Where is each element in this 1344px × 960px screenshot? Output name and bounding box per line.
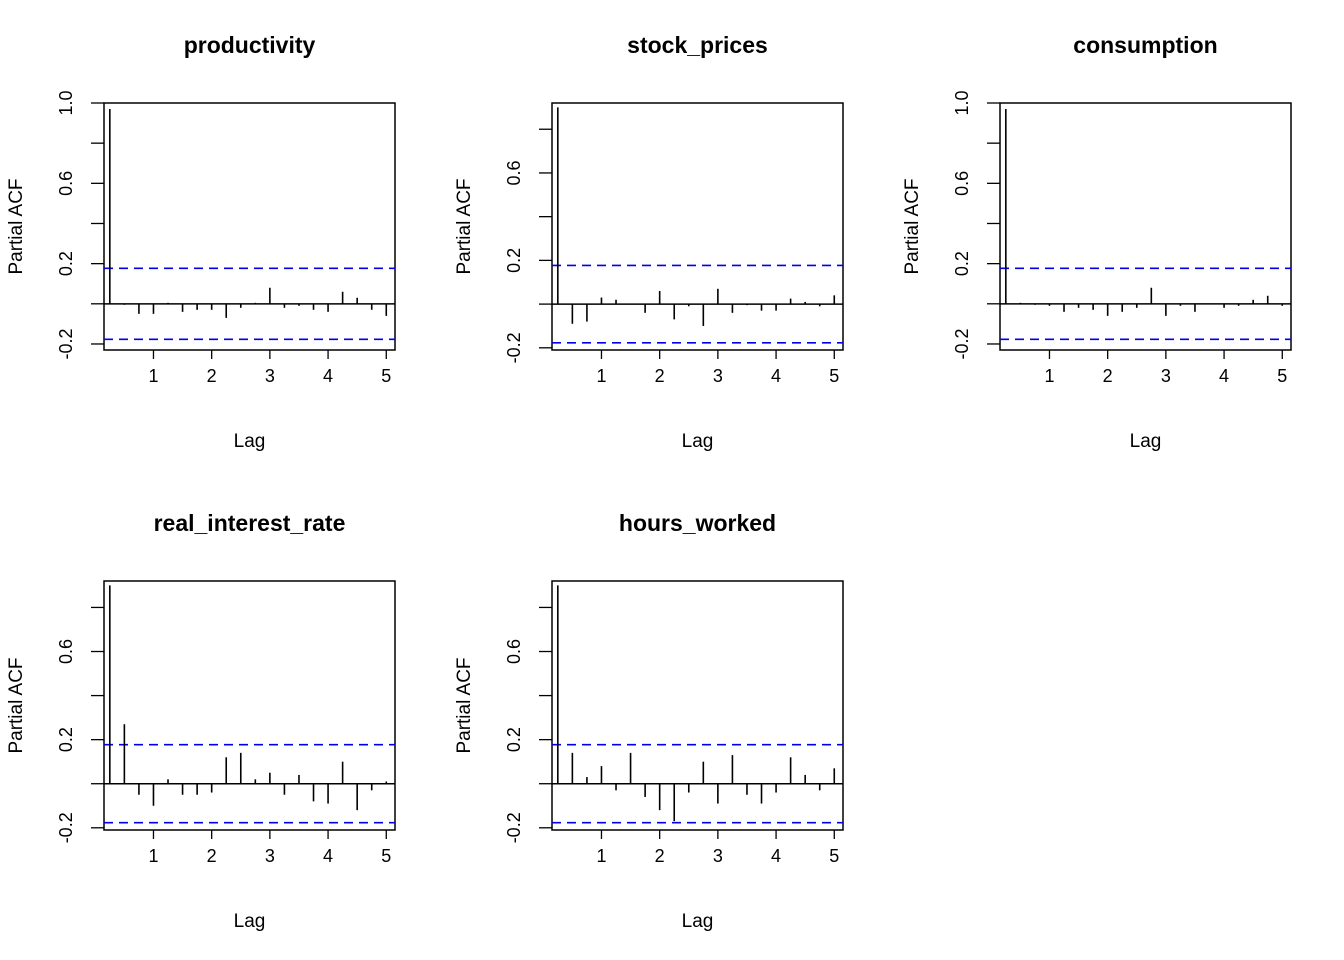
y-tick-label: 0.6 (504, 160, 524, 185)
pacf-panel-hours-worked: hours_worked 1 2 3 4 5 -0.2 0.2 0.6 Lag Partial AC… (454, 510, 844, 932)
pacf-panel-stock-prices: stock_prices 1 2 3 4 5 -0.2 0.2 0.6 Lag Partial AC… (454, 32, 844, 452)
y-tick-label: 0.2 (504, 248, 524, 273)
x-tick-label: 1 (148, 366, 158, 386)
x-axis-label: Lag (682, 911, 714, 932)
x-tick-label: 3 (265, 846, 275, 866)
panel-title: productivity (184, 32, 316, 58)
x-tick-label: 1 (1044, 366, 1054, 386)
x-tick-label: 5 (829, 366, 839, 386)
x-tick-label: 2 (655, 366, 665, 386)
y-tick-label: -0.2 (504, 812, 524, 843)
y-tick-label: -0.2 (504, 332, 524, 363)
y-tick-label: 0.6 (504, 639, 524, 664)
pacf-panel-productivity: productivity 1 2 3 4 5 -0.2 0.2 0.6 1.0 Lag Partial… (6, 32, 396, 452)
x-tick-label: 2 (207, 846, 217, 866)
y-tick-label: -0.2 (56, 328, 76, 359)
x-tick-label: 1 (596, 366, 606, 386)
y-axis-label: Partial ACF (454, 657, 475, 753)
y-tick-label: 1.0 (56, 90, 76, 115)
x-tick-label: 4 (771, 366, 781, 386)
panel-title: stock_prices (627, 32, 768, 58)
plot-frame (999, 102, 1292, 351)
panel-title: hours_worked (619, 510, 776, 536)
pacf-panel-consumption: consumption 1 2 3 4 5 -0.2 0.2 0.6 1.0 Lag Partial … (902, 32, 1292, 452)
panel-title: consumption (1073, 32, 1217, 58)
panel-title: real_interest_rate (154, 510, 346, 536)
x-tick-label: 3 (265, 366, 275, 386)
x-tick-label: 2 (655, 846, 665, 866)
y-tick-label: 0.6 (952, 171, 972, 196)
x-tick-label: 4 (323, 366, 333, 386)
y-tick-label: -0.2 (952, 328, 972, 359)
x-tick-label: 5 (1277, 366, 1287, 386)
x-tick-label: 4 (323, 846, 333, 866)
y-tick-label: 0.6 (56, 171, 76, 196)
plot-frame (103, 102, 396, 351)
x-tick-label: 4 (1219, 366, 1229, 386)
pacf-panel-real-interest-rate: real_interest_rate 1 2 3 4 5 -0.2 0.2 0.6 Lag Part… (6, 510, 396, 932)
x-tick-label: 3 (713, 366, 723, 386)
x-tick-label: 5 (829, 846, 839, 866)
x-axis-label: Lag (1130, 431, 1162, 452)
x-axis-label: Lag (234, 911, 266, 932)
x-tick-label: 2 (1103, 366, 1113, 386)
y-axis-label: Partial ACF (6, 657, 27, 753)
x-axis-label: Lag (234, 431, 266, 452)
x-axis-label: Lag (682, 431, 714, 452)
x-tick-label: 2 (207, 366, 217, 386)
x-tick-label: 1 (148, 846, 158, 866)
y-tick-label: 0.2 (56, 251, 76, 276)
plot-frame (551, 102, 844, 351)
y-tick-label: 0.6 (56, 639, 76, 664)
y-tick-label: -0.2 (56, 812, 76, 843)
y-axis-label: Partial ACF (454, 178, 475, 274)
y-tick-label: 1.0 (952, 90, 972, 115)
x-tick-label: 3 (1161, 366, 1171, 386)
y-tick-label: 0.2 (56, 727, 76, 752)
y-axis-label: Partial ACF (902, 178, 923, 274)
x-tick-label: 3 (713, 846, 723, 866)
y-axis-label: Partial ACF (6, 178, 27, 274)
x-tick-label: 5 (381, 846, 391, 866)
y-tick-label: 0.2 (504, 727, 524, 752)
x-tick-label: 1 (596, 846, 606, 866)
plot-frame (551, 580, 844, 831)
x-tick-label: 5 (381, 366, 391, 386)
plot-frame (103, 580, 396, 831)
x-tick-label: 4 (771, 846, 781, 866)
y-tick-label: 0.2 (952, 251, 972, 276)
